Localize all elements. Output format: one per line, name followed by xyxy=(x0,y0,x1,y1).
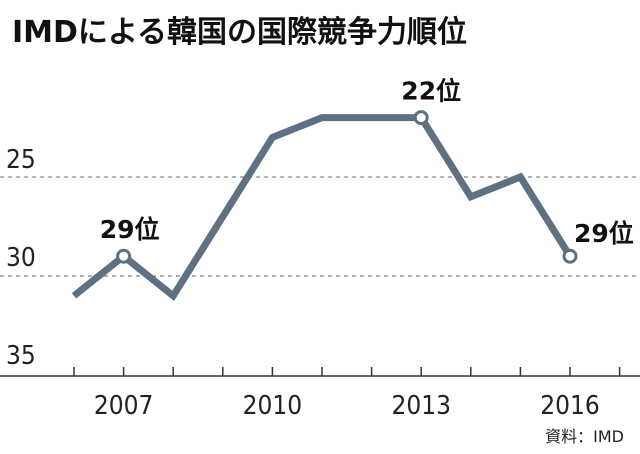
y-tick-label: 30 xyxy=(6,243,36,273)
annotation-label: 29位 xyxy=(100,215,160,244)
x-tick-label: 2016 xyxy=(540,391,600,421)
x-tick-label: 2007 xyxy=(94,391,154,421)
y-axis-ticks: 25 30 35 xyxy=(6,145,36,371)
x-axis: 2007 2010 2013 2016 xyxy=(0,367,640,421)
annotation-marker xyxy=(562,248,578,264)
series-layer xyxy=(71,114,573,301)
chart-title: IMDによる韓国の国際競争力順位 xyxy=(12,15,467,50)
grid-lines xyxy=(0,176,640,277)
annotation-label: 22位 xyxy=(401,77,461,106)
annotations: 29位 22位 29位 xyxy=(100,77,634,264)
annotation-marker xyxy=(116,248,132,264)
x-tick-label: 2013 xyxy=(391,391,451,421)
series-line xyxy=(71,114,573,301)
y-tick-label: 35 xyxy=(6,341,36,371)
source-note: 資料：IMD xyxy=(545,427,624,446)
annotation-label: 29位 xyxy=(574,219,634,248)
x-tick-label: 2010 xyxy=(243,391,303,421)
annotation-marker xyxy=(413,110,429,126)
y-tick-label: 25 xyxy=(6,145,36,175)
